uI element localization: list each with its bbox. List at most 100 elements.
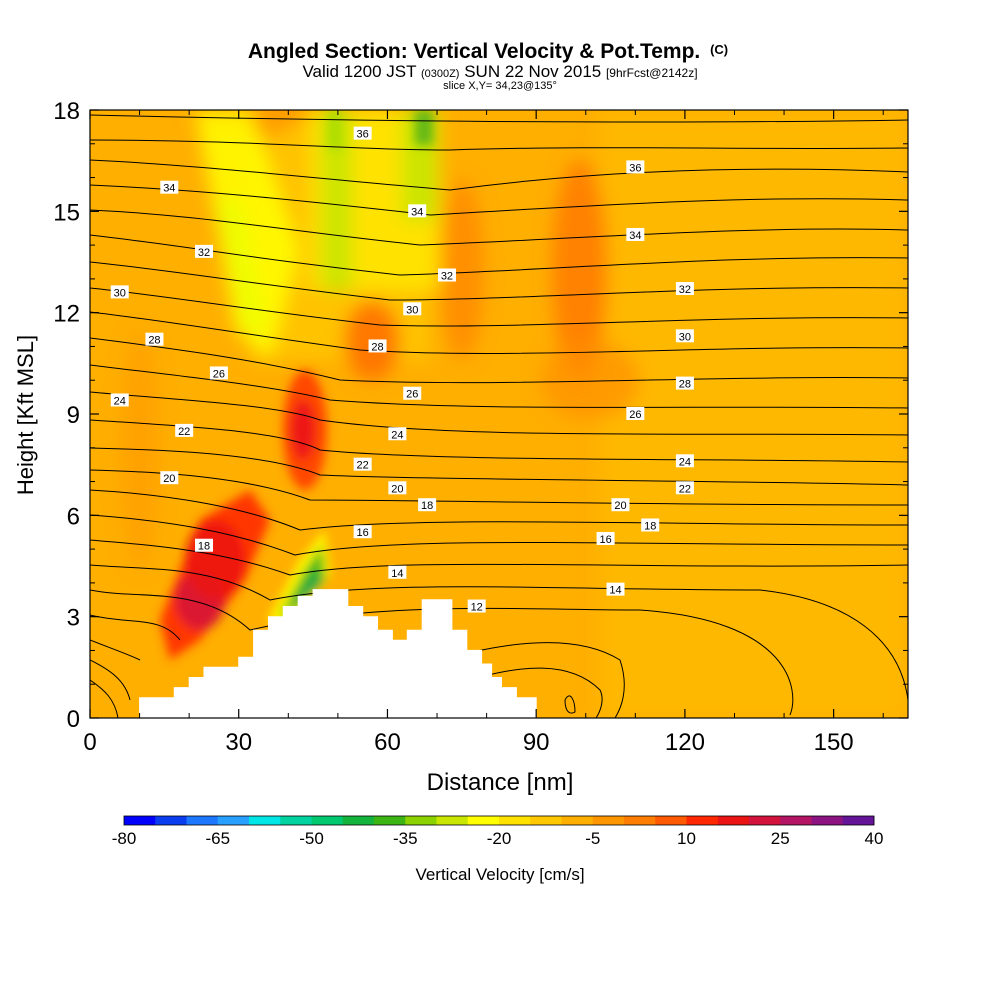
svg-text:34: 34: [163, 183, 175, 195]
svg-text:24: 24: [114, 395, 126, 407]
colorbar-tick-label: -80: [112, 829, 137, 848]
isentrope-label: 32: [675, 282, 694, 296]
x-tick-label: 90: [523, 729, 550, 756]
isentrope-label: 22: [353, 457, 372, 472]
svg-text:16: 16: [599, 534, 611, 546]
isentrope-label: 30: [403, 302, 422, 316]
svg-text:18: 18: [644, 520, 656, 532]
colorbar-swatch: [311, 816, 344, 825]
svg-text:32: 32: [679, 284, 691, 296]
isentrope-label: 24: [675, 454, 694, 468]
isentrope-label: 26: [403, 386, 422, 401]
colorbar-swatch: [749, 816, 781, 825]
y-axis: 0 36 9 12 15 18: [53, 98, 908, 733]
isentrope-label: 34: [160, 180, 179, 195]
x-axis: 0 30 60 90 120 150: [83, 110, 884, 756]
chart-subtitle: Valid 1200 JST (0300Z) SUN 22 Nov 2015 […: [302, 62, 697, 81]
colorbar-swatch: [436, 816, 469, 825]
svg-text:28: 28: [679, 379, 691, 391]
isentrope-label: 20: [388, 481, 407, 495]
colorbar-swatch: [280, 816, 312, 825]
svg-text:22: 22: [357, 460, 369, 472]
chart-title-text: Angled Section: Vertical Velocity & Pot.…: [248, 40, 700, 63]
isentrope-label: 30: [110, 285, 129, 299]
colorbar-tick-label: -65: [205, 829, 230, 848]
isentrope-label: 26: [626, 407, 645, 421]
isentrope-label: 30: [675, 329, 694, 343]
svg-text:30: 30: [114, 287, 126, 299]
isentrope-label: 28: [675, 376, 694, 391]
isentropes: [90, 114, 908, 718]
y-tick-label: 0: [67, 706, 80, 733]
colorbar-tick-label: -35: [393, 829, 418, 848]
colorbar-swatch: [842, 816, 875, 825]
x-tick-label: 60: [374, 729, 401, 756]
y-tick-label: 18: [53, 98, 80, 125]
colorbar-swatch: [467, 816, 500, 825]
zulu-time: (0300Z): [421, 68, 460, 80]
colorbar-swatch: [124, 816, 156, 825]
valid-date: SUN 22 Nov 2015: [464, 62, 601, 81]
svg-text:22: 22: [178, 426, 190, 438]
colorbar-tick-label: -50: [299, 829, 324, 848]
vertical-velocity-field: [120, 110, 908, 718]
colorbar: [123, 815, 875, 826]
colorbar-swatch: [561, 816, 594, 825]
colorbar-swatch: [780, 816, 812, 825]
colorbar-tick-label: -20: [487, 829, 512, 848]
x-axis-label: Distance [nm]: [427, 769, 574, 796]
isentrope-label: 34: [408, 204, 427, 218]
colorbar-swatch: [717, 816, 750, 825]
y-axis-label: Height [Kft MSL]: [13, 335, 38, 495]
valid-time: Valid 1200 JST: [302, 62, 416, 81]
colorbar-swatch: [374, 816, 406, 825]
svg-text:30: 30: [406, 304, 418, 316]
isentrope-label: 16: [353, 525, 372, 539]
colorbar-swatch: [624, 816, 656, 825]
colorbar-swatch: [249, 816, 281, 825]
isentrope-label: 36: [353, 126, 372, 141]
y-tick-label: 12: [53, 301, 80, 328]
isentrope-label: 26: [209, 366, 228, 380]
terrain-mask: [139, 589, 537, 718]
colorbar-ticks: -80 -65 -50 -35 -20 -5 10 25 40: [112, 829, 884, 848]
svg-text:24: 24: [679, 456, 691, 468]
svg-text:36: 36: [357, 129, 369, 141]
colorbar-label: Vertical Velocity [cm/s]: [415, 865, 584, 884]
colorbar-swatch: [186, 816, 219, 825]
forecast-info: [9hrFcst@2142z]: [606, 66, 698, 80]
isentrope-label: 36: [626, 160, 645, 174]
colorbar-swatch: [811, 816, 844, 825]
svg-text:14: 14: [391, 568, 403, 580]
colorbar-swatch: [342, 816, 375, 825]
isentrope-label: 18: [418, 498, 437, 512]
svg-text:18: 18: [198, 541, 210, 553]
svg-text:32: 32: [441, 271, 453, 283]
y-tick-label: 9: [67, 402, 80, 429]
colorbar-swatch: [217, 816, 250, 825]
svg-text:26: 26: [629, 409, 641, 421]
colorbar-tick-label: 25: [771, 829, 790, 848]
svg-text:20: 20: [391, 483, 403, 495]
chart-title-units: (C): [710, 42, 728, 57]
svg-text:12: 12: [471, 602, 483, 614]
colorbar-swatch: [686, 816, 719, 825]
isentrope-label: 20: [160, 471, 179, 485]
colorbar-swatch: [155, 816, 187, 825]
x-tick-label: 120: [665, 729, 705, 756]
x-tick-label: 0: [83, 729, 96, 756]
y-tick-label: 15: [53, 199, 80, 226]
svg-text:28: 28: [371, 341, 383, 353]
svg-text:20: 20: [614, 500, 626, 512]
colorbar-tick-label: -5: [585, 829, 600, 848]
svg-text:28: 28: [148, 335, 160, 347]
svg-text:34: 34: [411, 206, 423, 218]
isentrope-label: 22: [675, 481, 694, 495]
isentrope-label: 14: [606, 582, 625, 597]
svg-text:16: 16: [357, 527, 369, 539]
isentrope-label: 20: [611, 498, 630, 512]
isentrope-label: 24: [110, 393, 129, 407]
isentrope-label: 16: [596, 531, 615, 546]
isentrope-label: 32: [195, 244, 214, 259]
